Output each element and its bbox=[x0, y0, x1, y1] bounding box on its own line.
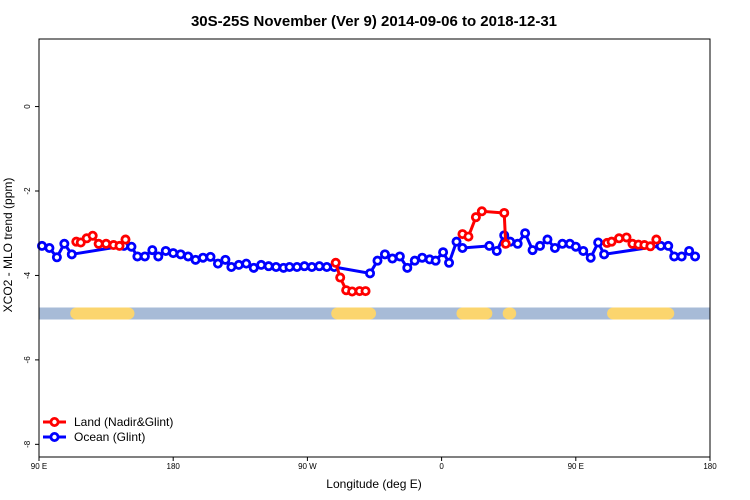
data-point bbox=[499, 207, 510, 218]
data-point bbox=[306, 261, 317, 272]
data-point bbox=[183, 251, 194, 262]
data-point bbox=[139, 251, 150, 262]
data-point bbox=[621, 232, 632, 243]
data-point bbox=[599, 249, 610, 260]
legend-label: Ocean (Glint) bbox=[74, 430, 145, 444]
data-point bbox=[457, 242, 468, 253]
chart-title: 30S-25S November (Ver 9) 2014-09-06 to 2… bbox=[191, 13, 557, 30]
data-point bbox=[335, 272, 346, 283]
legend-marker bbox=[49, 431, 60, 442]
data-point bbox=[470, 212, 481, 223]
legend-label: Land (Nadir&Glint) bbox=[74, 415, 173, 429]
data-point bbox=[451, 236, 462, 247]
data-point bbox=[438, 247, 449, 258]
data-point bbox=[684, 245, 695, 256]
data-point bbox=[570, 241, 581, 252]
data-point bbox=[520, 228, 531, 239]
data-point bbox=[114, 240, 125, 251]
data-point bbox=[379, 249, 390, 260]
data-point bbox=[585, 252, 596, 263]
x-tick-label: 90 E bbox=[568, 462, 584, 471]
data-point bbox=[291, 261, 302, 272]
series-layer bbox=[36, 206, 701, 297]
data-point bbox=[365, 268, 376, 279]
data-point bbox=[476, 206, 487, 217]
data-point bbox=[360, 286, 371, 297]
data-point bbox=[663, 240, 674, 251]
data-point bbox=[263, 261, 274, 272]
data-point bbox=[417, 252, 428, 263]
x-tick-label: 180 bbox=[703, 462, 717, 471]
data-point bbox=[535, 240, 546, 251]
data-point bbox=[271, 261, 282, 272]
y-tick-label: 0 bbox=[23, 104, 32, 109]
data-point bbox=[212, 258, 223, 269]
data-point bbox=[463, 231, 474, 242]
data-point bbox=[126, 241, 137, 252]
x-tick-label: 90 E bbox=[31, 462, 47, 471]
data-point bbox=[256, 259, 267, 270]
data-point bbox=[527, 245, 538, 256]
data-point bbox=[198, 252, 209, 263]
data-point bbox=[120, 234, 131, 245]
data-point bbox=[87, 230, 98, 241]
data-point bbox=[233, 259, 244, 270]
data-point bbox=[330, 257, 341, 268]
data-point bbox=[44, 242, 55, 253]
data-point bbox=[147, 245, 158, 256]
legend-marker bbox=[49, 416, 60, 427]
data-point bbox=[101, 238, 112, 249]
data-point bbox=[645, 241, 656, 252]
data-point bbox=[690, 251, 701, 262]
data-point bbox=[549, 242, 560, 253]
y-tick-label: -2 bbox=[23, 187, 32, 195]
y-tick-label: -4 bbox=[23, 271, 32, 279]
data-point bbox=[512, 238, 523, 249]
data-point bbox=[51, 252, 62, 263]
data-point bbox=[205, 251, 216, 262]
y-tick-label: -8 bbox=[23, 440, 32, 448]
x-tick-label: 90 W bbox=[298, 462, 317, 471]
data-point bbox=[444, 257, 455, 268]
plot-frame bbox=[38, 38, 711, 458]
data-point bbox=[676, 251, 687, 262]
data-point bbox=[491, 245, 502, 256]
data-point bbox=[66, 249, 77, 260]
axis-ticks: 90 E 180 90 W 0 90 E 180 0 -2 -4 -6 -8 bbox=[23, 104, 717, 471]
y-tick-label: -6 bbox=[23, 356, 32, 364]
x-tick-label: 0 bbox=[439, 462, 444, 471]
y-axis-label: XCO2 - MLO trend (ppm) bbox=[1, 178, 15, 313]
data-point bbox=[220, 254, 231, 265]
x-tick-label: 180 bbox=[167, 462, 181, 471]
data-point bbox=[593, 237, 604, 248]
data-point bbox=[430, 255, 441, 266]
data-point bbox=[168, 248, 179, 259]
data-point bbox=[299, 261, 310, 272]
data-point bbox=[241, 258, 252, 269]
data-point bbox=[578, 245, 589, 256]
data-point bbox=[314, 261, 325, 272]
data-point bbox=[394, 251, 405, 262]
x-axis-label: Longitude (deg E) bbox=[326, 477, 421, 491]
data-point bbox=[651, 234, 662, 245]
legend: Land (Nadir&Glint)Ocean (Glint) bbox=[43, 415, 173, 444]
data-point bbox=[542, 234, 553, 245]
data-point bbox=[484, 240, 495, 251]
data-point bbox=[402, 262, 413, 273]
data-point bbox=[59, 238, 70, 249]
data-point bbox=[614, 233, 625, 244]
data-point bbox=[500, 238, 511, 249]
data-point bbox=[153, 251, 164, 262]
data-point bbox=[606, 236, 617, 247]
data-point bbox=[372, 255, 383, 266]
